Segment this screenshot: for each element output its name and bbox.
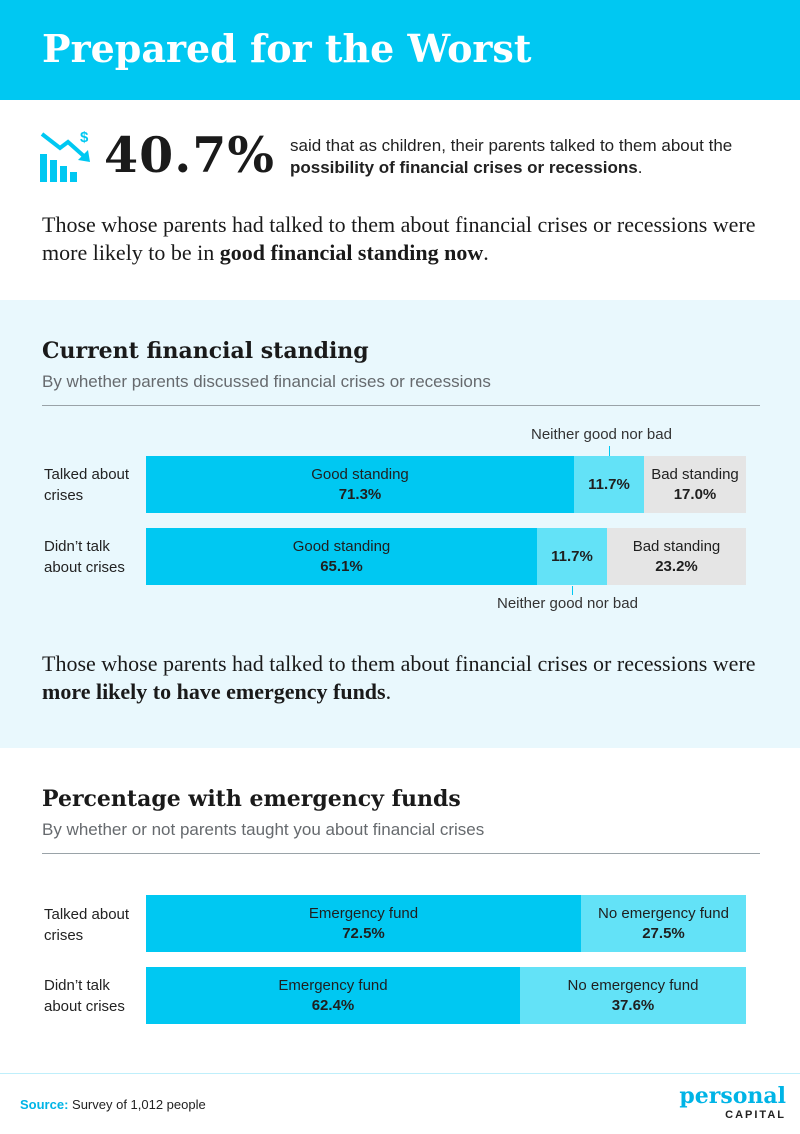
chart1-bar-row1-bad-standing: Bad standing 17.0% [644, 456, 746, 513]
footer-divider [0, 1073, 800, 1074]
chart2-divider [42, 853, 760, 854]
chart1-bar-row2-neither-good-nor-bad: 11.7% [537, 528, 607, 585]
chart1-row-label-didnt: Didn’t talk about crises [44, 538, 125, 576]
chart1-divider [42, 405, 760, 406]
chart1-band [0, 300, 800, 748]
chart2-bar-label: Emergency fund [278, 976, 388, 994]
chart2-bar-row1-no-emergency-fund: No emergency fund 27.5% [581, 895, 746, 952]
chart1-bar-label: Bad standing [632, 537, 721, 555]
chart2-bar-label: No emergency fund [598, 904, 729, 922]
chart2-bar-value: 27.5% [642, 924, 685, 942]
chart1-bar-value: 65.1% [320, 557, 363, 575]
chart2-title: Percentage with emergency funds [42, 786, 461, 812]
chart2-bar-label: Emergency fund [308, 904, 419, 922]
chart1-bar-label: Bad standing [651, 465, 739, 483]
chart1-bar-value: 71.3% [338, 485, 382, 503]
chart1-bar-value: 23.2% [655, 557, 698, 575]
chart2-bar-row1-emergency-fund: Emergency fund 72.5% [146, 895, 581, 952]
brand-logo: personal CAPITAL [679, 1083, 786, 1121]
chart1-bar-value: 11.7% [551, 547, 593, 565]
svg-text:$: $ [80, 129, 89, 146]
chart1-bar-label: Good standing [292, 537, 391, 555]
chart2-bar-value: 62.4% [311, 996, 355, 1014]
chart1-bar-label: Good standing [311, 465, 409, 483]
chart1-callout-top: Neither good nor bad [531, 426, 672, 443]
headline-stat-description: said that as children, their parents tal… [290, 136, 733, 177]
chart2-bar-row2-emergency-fund: Emergency fund 62.4% [146, 967, 520, 1024]
chart1-bar-row1-neither-good-nor-bad: 11.7% [574, 456, 644, 513]
chart2-bar-value: 37.6% [611, 996, 655, 1014]
chart2-row-label-didnt: Didn’t talk about crises [44, 977, 125, 1015]
chart1-callout-leader-top [609, 446, 610, 456]
page-title: Prepared for the Worst [42, 26, 532, 71]
chart1-subtitle: By whether parents discussed financial c… [42, 372, 491, 391]
source-note: Source: Survey of 1,012 people [20, 1097, 206, 1112]
header-banner: Prepared for the Worst [0, 0, 800, 100]
chart1-callout-bottom: Neither good nor bad [497, 595, 638, 612]
declining-bar-chart-dollar-icon: $ [40, 129, 90, 182]
intro-paragraph-emergency: Those whose parents had talked to them a… [42, 651, 756, 704]
chart1-row-label-talked: Talked about crises [44, 466, 130, 504]
chart1-bar-row1-good-standing: Good standing 71.3% [146, 456, 574, 513]
intro-paragraph-standing: Those whose parents had talked to them a… [42, 212, 756, 265]
chart2-bar-label: No emergency fund [567, 976, 699, 994]
chart2-row-label-talked: Talked about crises [44, 906, 130, 944]
chart2-bar-row2-no-emergency-fund: No emergency fund 37.6% [520, 967, 746, 1024]
chart2-bar-value: 72.5% [342, 924, 385, 942]
chart1-title: Current financial standing [42, 338, 369, 364]
chart2-subtitle: By whether or not parents taught you abo… [42, 820, 485, 839]
headline-stat-value: 40.7% [104, 126, 275, 184]
chart1-bar-row2-good-standing: Good standing 65.1% [146, 528, 537, 585]
chart1-bar-value: 11.7% [588, 475, 630, 493]
chart1-bar-row2-bad-standing: Bad standing 23.2% [607, 528, 746, 585]
chart1-bar-value: 17.0% [673, 485, 717, 503]
chart1-callout-leader-bottom [572, 586, 573, 595]
